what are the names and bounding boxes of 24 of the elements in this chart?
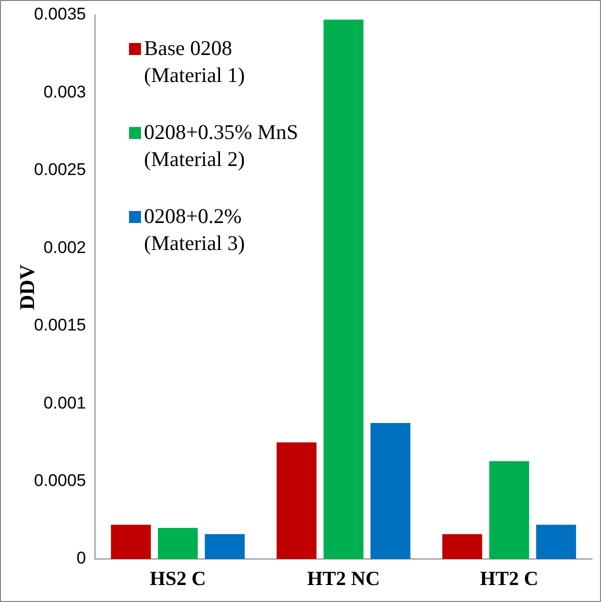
y-tick-label: 0.0035 xyxy=(34,4,86,24)
bar xyxy=(370,423,410,559)
x-tick-label: HT2 C xyxy=(480,568,538,590)
bar xyxy=(110,524,151,559)
legend-label: 0208+0.2% (Material 3) xyxy=(144,203,246,257)
bar xyxy=(489,461,530,559)
y-tick-label: 0.001 xyxy=(43,393,86,412)
y-axis-title: DDV xyxy=(15,264,40,310)
bar xyxy=(324,20,364,559)
bar xyxy=(158,528,198,559)
legend-label: Base 0208 (Material 1) xyxy=(144,35,246,89)
y-tick-label: 0.0005 xyxy=(34,470,86,490)
y-tick-label: 0.003 xyxy=(43,82,86,102)
bar xyxy=(442,534,482,559)
legend-label: 0208+0.35% MnS (Material 2) xyxy=(144,119,300,173)
y-tick-label: 0.0015 xyxy=(34,316,86,335)
bar xyxy=(204,534,245,559)
bar xyxy=(536,524,576,559)
y-tick-label: 0 xyxy=(76,548,86,568)
y-tick-label: 0.002 xyxy=(43,238,86,257)
x-tick-label: HT2 NC xyxy=(307,568,380,590)
bar xyxy=(276,442,317,559)
x-tick-label: HS2 C xyxy=(150,568,206,590)
y-tick-label: 0.0025 xyxy=(34,160,86,180)
